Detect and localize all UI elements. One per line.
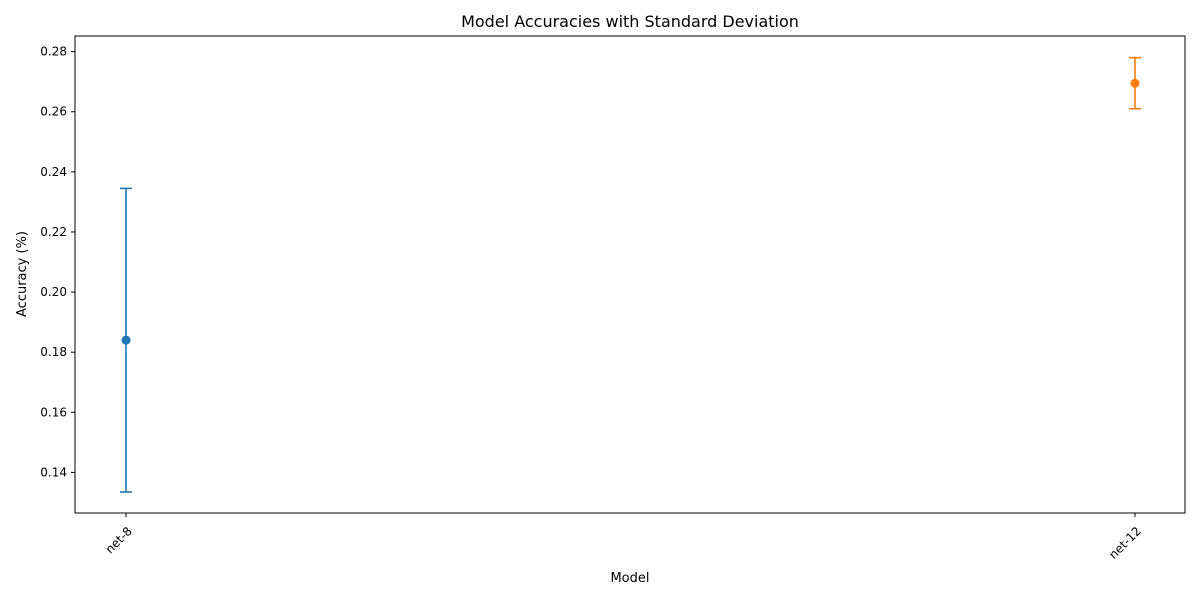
axes (74, 35, 1186, 514)
y-tick-label: 0.26 (40, 105, 67, 119)
error-bar-point-net-12 (1129, 56, 1141, 110)
y-tick-label: 0.18 (40, 345, 67, 359)
y-tick-label: 0.24 (40, 165, 67, 179)
plot-frame (74, 35, 1186, 514)
y-tick-label: 0.20 (40, 285, 67, 299)
mean-point (1130, 78, 1140, 88)
x-tick-label: net-8 (103, 524, 135, 556)
chart-title: Model Accuracies with Standard Deviation (461, 12, 799, 31)
y-tick-label: 0.22 (40, 225, 67, 239)
y-tick-label: 0.28 (40, 45, 67, 59)
y-tick-label: 0.14 (40, 465, 67, 479)
error-bar-point-net-8 (120, 187, 132, 493)
y-axis-label: Accuracy (%) (15, 231, 30, 317)
ticks: 0.14 0.16 0.18 0.20 0.22 0.24 0.26 0.28 net-8 net… (40, 45, 1144, 562)
x-axis-label: Model (610, 571, 649, 586)
x-tick-label: net-12 (1106, 524, 1144, 562)
y-tick-label: 0.16 (40, 405, 67, 419)
mean-point (121, 335, 131, 345)
data-marks (120, 56, 1141, 493)
